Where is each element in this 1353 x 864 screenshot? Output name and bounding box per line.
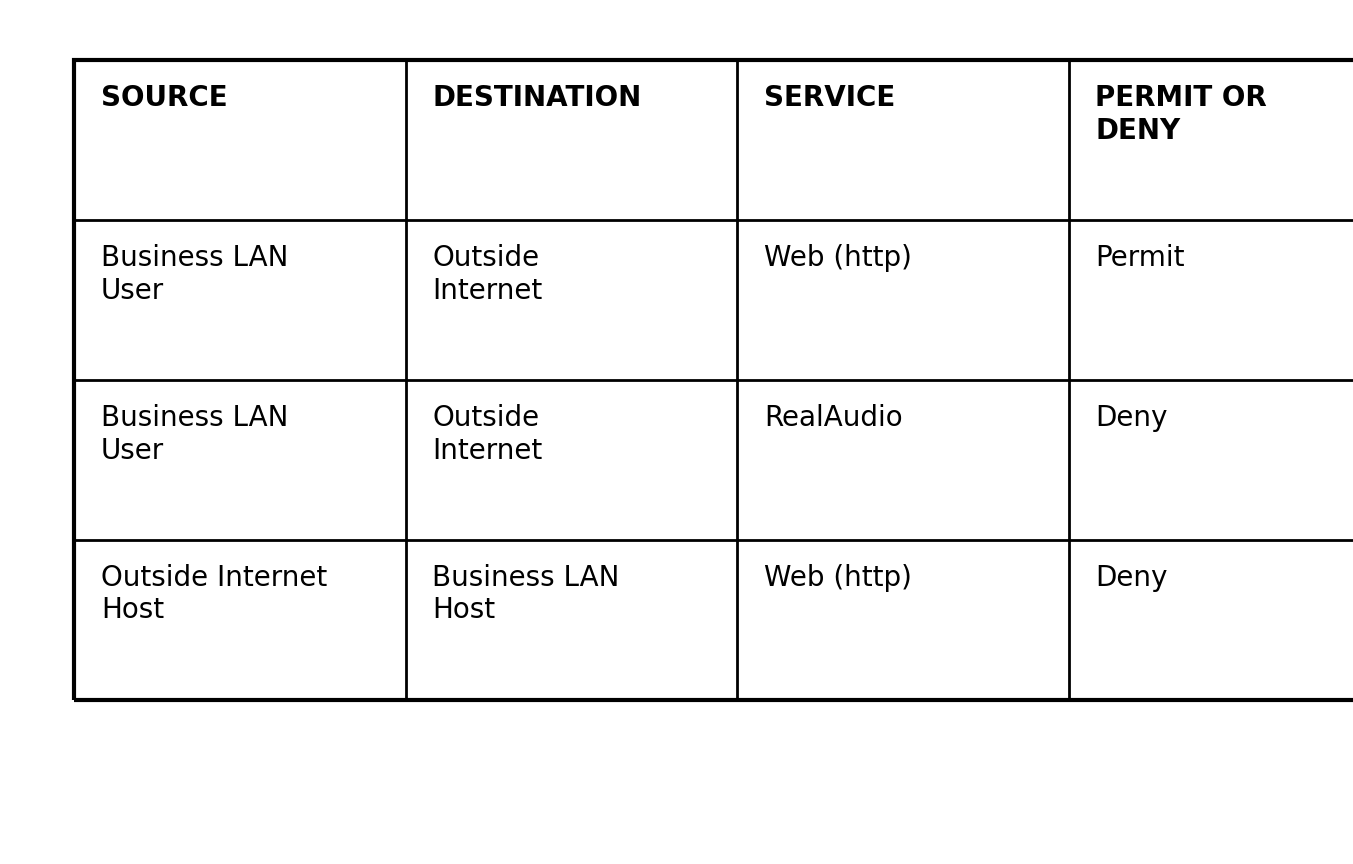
Text: Business LAN
User: Business LAN User [101,404,288,465]
Text: Web (http): Web (http) [764,245,912,272]
Text: SERVICE: SERVICE [764,85,896,112]
Text: Permit: Permit [1096,245,1185,272]
Text: Business LAN
User: Business LAN User [101,245,288,305]
Bar [74,60,1353,700]
Text: Web (http): Web (http) [764,564,912,592]
Text: PERMIT OR
DENY: PERMIT OR DENY [1096,85,1268,145]
Text: Deny: Deny [1096,564,1168,592]
Text: Outside Internet
Host: Outside Internet Host [101,564,327,625]
Text: DESTINATION: DESTINATION [433,85,641,112]
Text: SOURCE: SOURCE [101,85,227,112]
Text: RealAudio: RealAudio [764,404,902,432]
Text: Deny: Deny [1096,404,1168,432]
Text: Outside
Internet: Outside Internet [433,404,543,465]
Text: Business LAN
Host: Business LAN Host [433,564,620,625]
Text: Outside
Internet: Outside Internet [433,245,543,305]
